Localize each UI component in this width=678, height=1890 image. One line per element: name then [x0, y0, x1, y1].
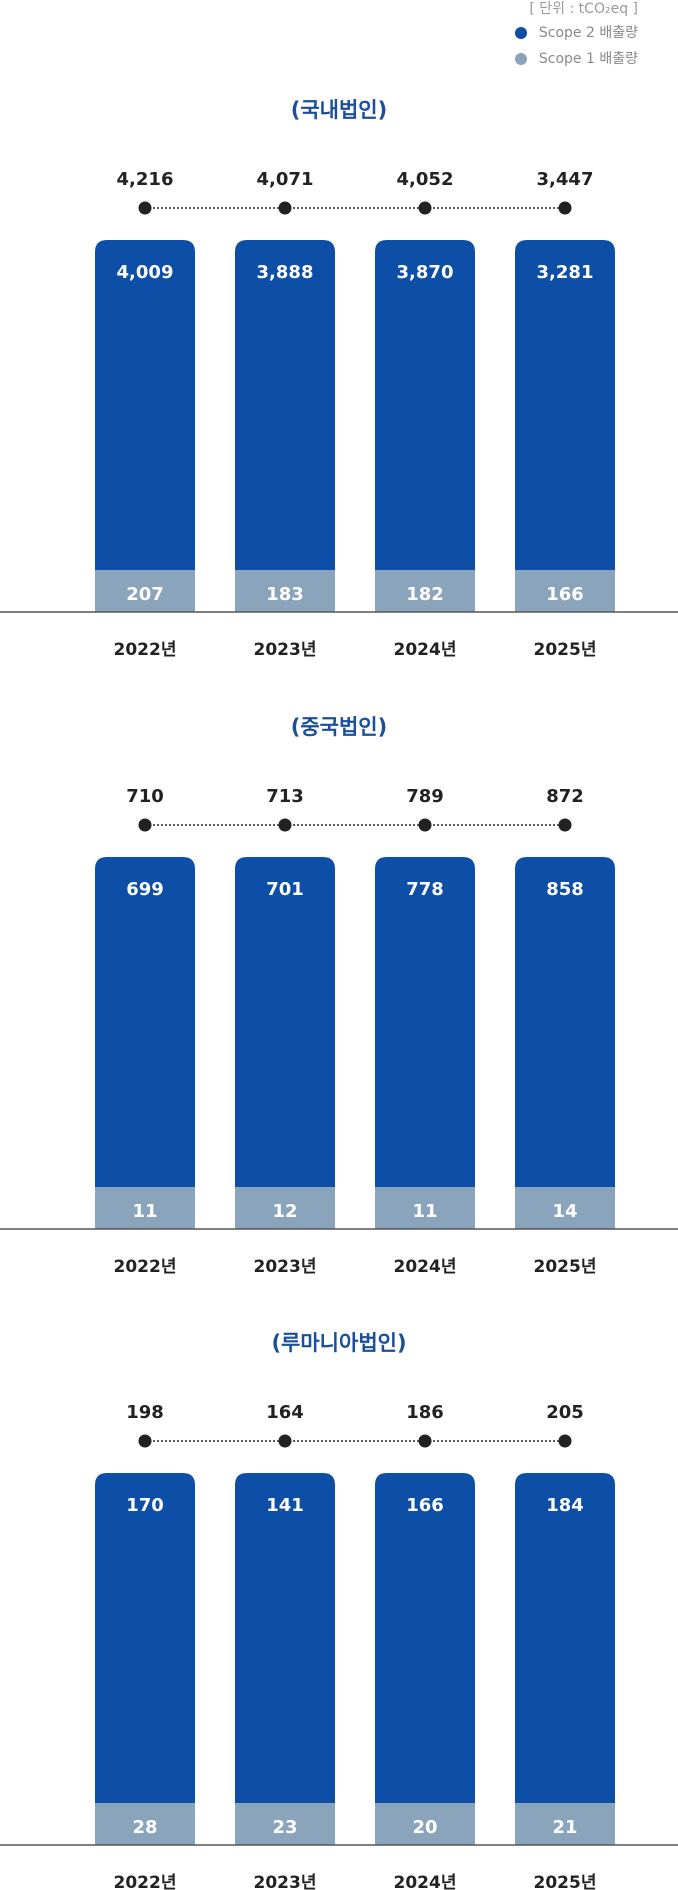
scope1-value-label: 11 [412, 1201, 437, 1222]
scope1-bar [95, 1187, 195, 1229]
scope2-bar [95, 1473, 195, 1803]
scope1-bar [375, 1187, 475, 1229]
scope2-bar [375, 240, 475, 570]
chart-legend: [ 단위 : tCO₂eq ] Scope 2 배출량 Scope 1 배출량 [514, 0, 638, 72]
scope2-bar [235, 857, 335, 1187]
total-label: 164 [266, 1402, 304, 1423]
x-axis-label: 2022년 [114, 640, 177, 660]
scope1-bar [95, 1803, 195, 1845]
total-label: 4,071 [257, 169, 314, 190]
total-label: 872 [546, 786, 584, 807]
total-label: 4,216 [117, 169, 174, 190]
scope2-bar [375, 1473, 475, 1803]
legend-swatch-scope2 [514, 27, 527, 39]
x-axis-label: 2023년 [254, 1873, 317, 1890]
x-axis-label: 2024년 [394, 1873, 457, 1890]
x-axis-label: 2025년 [534, 640, 597, 660]
total-marker [418, 1434, 432, 1448]
scope2-value-label: 166 [406, 1495, 444, 1516]
total-marker [558, 1434, 572, 1448]
chart-title: (루마니아법인) [271, 1331, 406, 1355]
scope1-bar [375, 1803, 475, 1845]
scope2-bar [95, 857, 195, 1187]
scope2-value-label: 778 [406, 879, 444, 900]
total-label: 713 [266, 786, 304, 807]
scope2-bar [95, 240, 195, 570]
total-marker [278, 1434, 292, 1448]
scope1-value-label: 23 [272, 1817, 297, 1838]
scope2-bar [515, 1473, 615, 1803]
scope1-value-label: 182 [406, 584, 444, 605]
chart-title: (중국법인) [291, 715, 387, 739]
x-axis-label: 2023년 [254, 1257, 317, 1277]
scope1-value-label: 21 [552, 1817, 577, 1838]
total-label: 3,447 [537, 169, 594, 190]
legend-item-scope1: Scope 1 배출량 [514, 46, 638, 72]
total-marker [138, 201, 152, 215]
total-marker [278, 818, 292, 832]
legend-item-scope2: Scope 2 배출량 [514, 20, 638, 46]
scope2-value-label: 4,009 [117, 262, 174, 283]
scope1-bar [235, 1803, 335, 1845]
scope1-bar [235, 1187, 335, 1229]
scope2-value-label: 3,281 [537, 262, 594, 283]
scope1-bar [515, 570, 615, 612]
x-axis-label: 2024년 [394, 640, 457, 660]
scope1-value-label: 183 [266, 584, 304, 605]
scope2-bar [375, 857, 475, 1187]
scope2-value-label: 141 [266, 1495, 304, 1516]
scope1-value-label: 14 [552, 1201, 577, 1222]
total-label: 710 [126, 786, 164, 807]
legend-label-scope2: Scope 2 배출량 [538, 25, 638, 41]
scope2-bar [515, 240, 615, 570]
scope2-bar [515, 857, 615, 1187]
x-axis-label: 2024년 [394, 1257, 457, 1277]
scope1-bar [515, 1187, 615, 1229]
scope2-value-label: 3,888 [257, 262, 314, 283]
scope1-bar [515, 1803, 615, 1845]
total-marker [558, 818, 572, 832]
scope1-value-label: 28 [132, 1817, 157, 1838]
scope2-value-label: 184 [546, 1495, 584, 1516]
chart-title: (국내법인) [291, 98, 387, 122]
scope2-value-label: 170 [126, 1495, 164, 1516]
scope1-value-label: 207 [126, 584, 164, 605]
scope1-value-label: 166 [546, 584, 584, 605]
total-marker [558, 201, 572, 215]
scope1-value-label: 11 [132, 1201, 157, 1222]
total-marker [138, 1434, 152, 1448]
total-marker [278, 201, 292, 215]
legend-swatch-scope1 [514, 53, 527, 65]
scope2-value-label: 699 [126, 879, 164, 900]
x-axis-label: 2022년 [114, 1873, 177, 1890]
scope1-bar [375, 570, 475, 612]
scope2-value-label: 3,870 [397, 262, 454, 283]
total-label: 198 [126, 1402, 164, 1423]
total-label: 789 [406, 786, 444, 807]
x-axis-label: 2025년 [534, 1873, 597, 1890]
total-label: 4,052 [397, 169, 454, 190]
scope1-bar [95, 570, 195, 612]
scope2-bar [235, 1473, 335, 1803]
scope2-value-label: 858 [546, 879, 584, 900]
total-marker [138, 818, 152, 832]
unit-label: [ 단위 : tCO₂eq ] [529, 1, 638, 17]
scope1-value-label: 12 [272, 1201, 297, 1222]
legend-label-scope1: Scope 1 배출량 [538, 51, 638, 67]
total-marker [418, 201, 432, 215]
x-axis-label: 2022년 [114, 1257, 177, 1277]
total-label: 186 [406, 1402, 444, 1423]
total-label: 205 [546, 1402, 584, 1423]
scope1-bar [235, 570, 335, 612]
scope2-bar [235, 240, 335, 570]
x-axis-label: 2023년 [254, 640, 317, 660]
scope2-value-label: 701 [266, 879, 304, 900]
total-marker [418, 818, 432, 832]
scope1-value-label: 20 [412, 1817, 437, 1838]
x-axis-label: 2025년 [534, 1257, 597, 1277]
